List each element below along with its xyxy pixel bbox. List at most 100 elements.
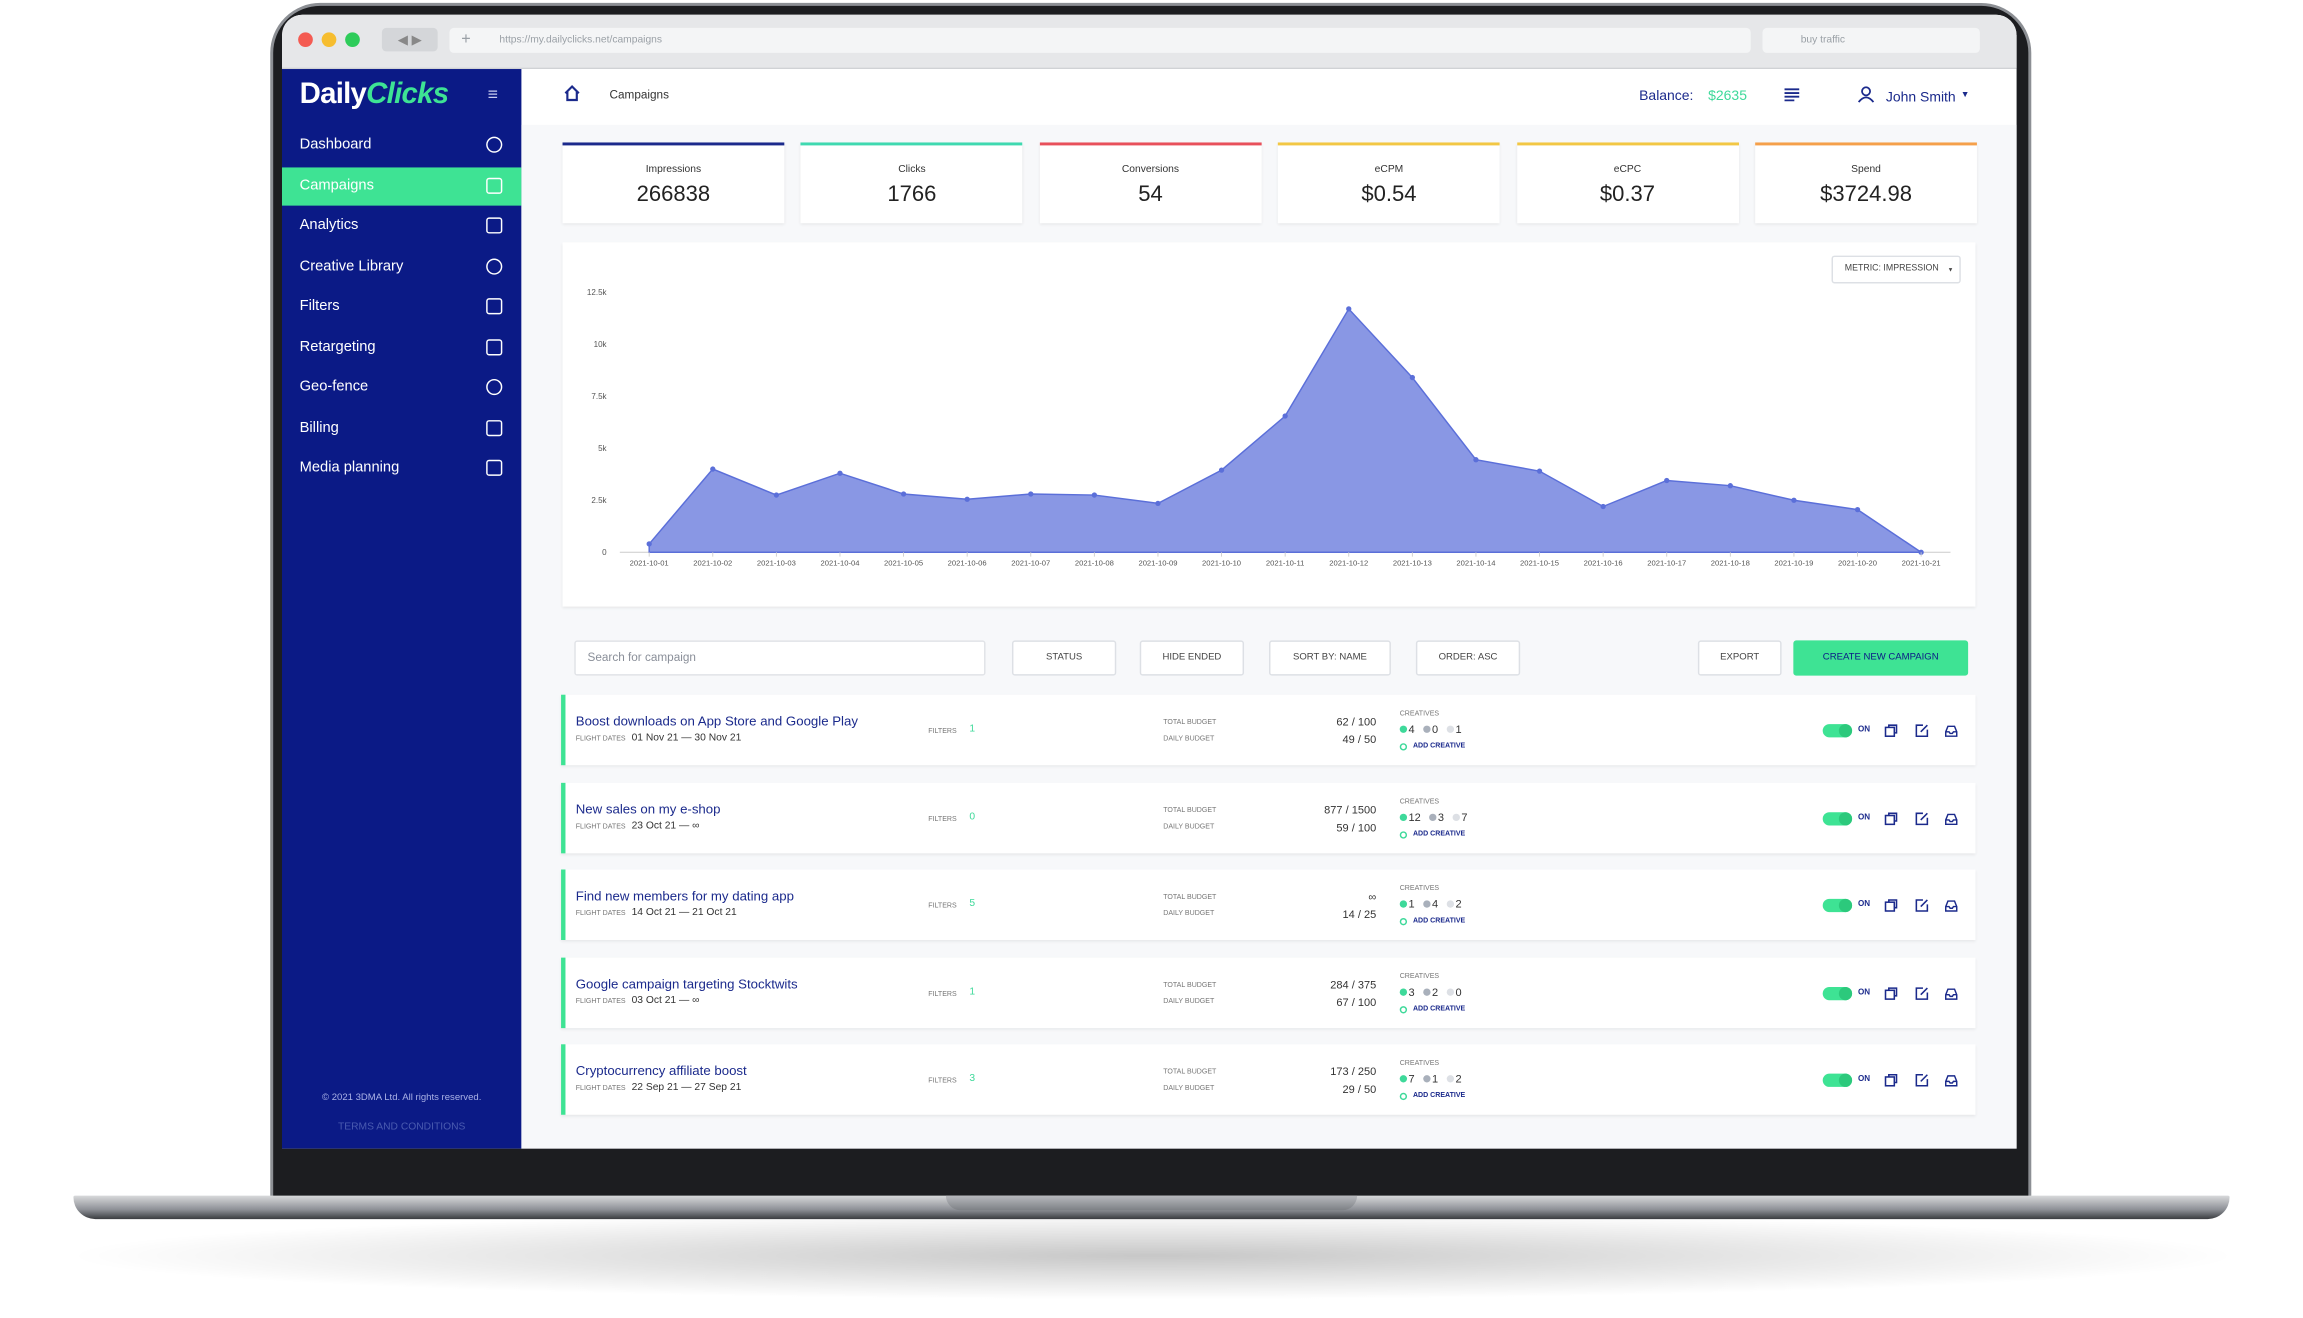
creative-dot bbox=[1423, 900, 1431, 908]
point bbox=[1155, 500, 1161, 507]
toggle[interactable] bbox=[1822, 986, 1853, 1000]
nav-item[interactable]: Media planning bbox=[282, 449, 521, 487]
user-menu[interactable]: John Smith bbox=[1885, 89, 1956, 106]
total-budget: 284 / 375 bbox=[1330, 977, 1377, 991]
x-tick-label: 2021-10-09 bbox=[1138, 558, 1177, 567]
terms-link[interactable]: TERMS AND CONDITIONS bbox=[337, 1122, 466, 1133]
row-action[interactable] bbox=[1914, 724, 1928, 737]
row-action[interactable] bbox=[1914, 1073, 1928, 1087]
row-action[interactable] bbox=[1884, 811, 1898, 825]
x-tick-label: 2021-10-12 bbox=[1329, 558, 1368, 567]
row-action[interactable] bbox=[1884, 986, 1898, 1000]
url-field[interactable]: https://my.dailyclicks.net/campaigns + bbox=[449, 27, 1751, 53]
nav-icon bbox=[486, 459, 503, 476]
toggle[interactable] bbox=[1822, 811, 1853, 825]
nav-item[interactable]: Dashboard bbox=[282, 126, 521, 164]
search-field[interactable]: Search for campaign bbox=[574, 640, 986, 676]
logo-clicks: Clicks bbox=[366, 77, 449, 111]
nav-item[interactable]: Filters bbox=[282, 288, 521, 326]
add-creative[interactable]: ADD CREATIVE bbox=[1412, 1005, 1466, 1013]
toggle[interactable] bbox=[1822, 1073, 1853, 1087]
row-action[interactable] bbox=[1884, 899, 1898, 912]
row-action[interactable] bbox=[1884, 724, 1898, 737]
campaign-name[interactable]: Cryptocurrency affiliate boost bbox=[575, 1063, 747, 1079]
add-creative-icon bbox=[1399, 743, 1408, 751]
creatives-label: CREATIVES bbox=[1399, 973, 1440, 981]
filters-label: FILTERS bbox=[928, 990, 957, 999]
messages-icon[interactable] bbox=[1783, 88, 1801, 103]
hide-ended-button[interactable]: HIDE ENDED bbox=[1139, 640, 1245, 676]
add-creative[interactable]: ADD CREATIVE bbox=[1412, 830, 1466, 838]
export-button[interactable]: EXPORT bbox=[1697, 640, 1782, 676]
status-button[interactable]: STATUS bbox=[1011, 640, 1117, 676]
row-action[interactable] bbox=[1945, 811, 1958, 825]
x-tick-label: 2021-10-14 bbox=[1456, 558, 1496, 567]
add-creative-icon bbox=[1399, 1005, 1408, 1013]
campaign-row: Cryptocurrency affiliate boost FLIGHT DAT… bbox=[561, 1044, 1976, 1115]
y-tick-label: 5k bbox=[598, 444, 607, 453]
home-icon[interactable] bbox=[564, 85, 580, 102]
kpi-card: eCPM $0.54 bbox=[1278, 142, 1500, 224]
campaign-name[interactable]: New sales on my e-shop bbox=[575, 801, 721, 816]
user-caret[interactable]: ▼ bbox=[1960, 91, 1970, 100]
export-button-label: EXPORT bbox=[1720, 652, 1760, 663]
x-tick-label: 2021-10-16 bbox=[1584, 558, 1623, 567]
add-creative-icon bbox=[1399, 917, 1408, 926]
row-action[interactable] bbox=[1914, 899, 1928, 912]
point bbox=[646, 541, 652, 547]
point bbox=[710, 466, 716, 472]
row-action[interactable] bbox=[1945, 1074, 1958, 1087]
creative-dot bbox=[1423, 1075, 1431, 1083]
nav-item[interactable]: Billing bbox=[282, 409, 521, 447]
add-creative[interactable]: ADD CREATIVE bbox=[1412, 743, 1466, 751]
nav-item[interactable]: Retargeting bbox=[282, 328, 521, 366]
balance-value: $2635 bbox=[1708, 88, 1747, 105]
row-action[interactable] bbox=[1945, 724, 1958, 737]
x-tick-label: 2021-10-03 bbox=[757, 558, 796, 567]
creative-count: 7 bbox=[1408, 1072, 1415, 1086]
row-action[interactable] bbox=[1914, 811, 1928, 825]
creative-count: 2 bbox=[1432, 984, 1439, 999]
campaign-row: Boost downloads on App Store and Google … bbox=[561, 694, 1976, 766]
nav-item[interactable]: Analytics bbox=[282, 207, 521, 245]
point bbox=[1664, 477, 1670, 484]
create-button[interactable]: CREATE NEW CAMPAIGN bbox=[1793, 640, 1969, 676]
campaign-name[interactable]: Boost downloads on App Store and Google … bbox=[575, 713, 858, 729]
kpi-value: 54 bbox=[1138, 182, 1163, 208]
browser-search[interactable]: buy traffic bbox=[1762, 27, 1980, 53]
row-action[interactable] bbox=[1945, 986, 1958, 1000]
point bbox=[1600, 503, 1606, 510]
creative-count: 12 bbox=[1408, 810, 1421, 824]
order-button[interactable]: ORDER: ASC bbox=[1415, 640, 1521, 676]
toggle[interactable] bbox=[1822, 898, 1853, 913]
nav-label: Geo-fence bbox=[299, 378, 369, 396]
campaign-name[interactable]: Google campaign targeting Stocktwits bbox=[575, 975, 798, 991]
campaign-row: Find new members for my dating app FLIGHT… bbox=[561, 869, 1976, 940]
campaign-name[interactable]: Find new members for my dating app bbox=[575, 888, 794, 904]
nav-icon bbox=[486, 176, 503, 194]
point bbox=[1282, 413, 1288, 419]
creative-count: 3 bbox=[1408, 984, 1415, 999]
nav-item[interactable]: Campaigns bbox=[282, 166, 522, 205]
window-button[interactable] bbox=[321, 32, 337, 47]
creative-count: 4 bbox=[1432, 897, 1439, 911]
add-creative[interactable]: ADD CREATIVE bbox=[1412, 917, 1466, 926]
creative-count: 1 bbox=[1455, 722, 1462, 736]
flight-dates: 03 Oct 21 — ∞ bbox=[631, 995, 700, 1006]
window-button[interactable] bbox=[345, 32, 360, 47]
window-button[interactable] bbox=[298, 32, 313, 47]
add-creative[interactable]: ADD CREATIVE bbox=[1412, 1092, 1466, 1101]
nav-item[interactable]: Geo-fence bbox=[282, 369, 521, 407]
filters-count: 0 bbox=[969, 811, 976, 822]
kpi-label: Conversions bbox=[1121, 164, 1180, 175]
nav-item[interactable]: Creative Library bbox=[282, 247, 521, 285]
metric-button[interactable]: METRIC: IMPRESSION ▼ bbox=[1831, 255, 1961, 284]
sort-button[interactable]: SORT BY: NAME bbox=[1269, 640, 1391, 676]
row-action[interactable] bbox=[1884, 1073, 1898, 1087]
menu-toggle[interactable]: ≡ bbox=[487, 83, 498, 105]
row-action[interactable] bbox=[1945, 899, 1958, 912]
creatives-label: CREATIVES bbox=[1399, 1060, 1440, 1068]
nav-icon bbox=[486, 338, 503, 355]
row-action[interactable] bbox=[1914, 986, 1928, 1000]
toggle[interactable] bbox=[1822, 724, 1853, 738]
